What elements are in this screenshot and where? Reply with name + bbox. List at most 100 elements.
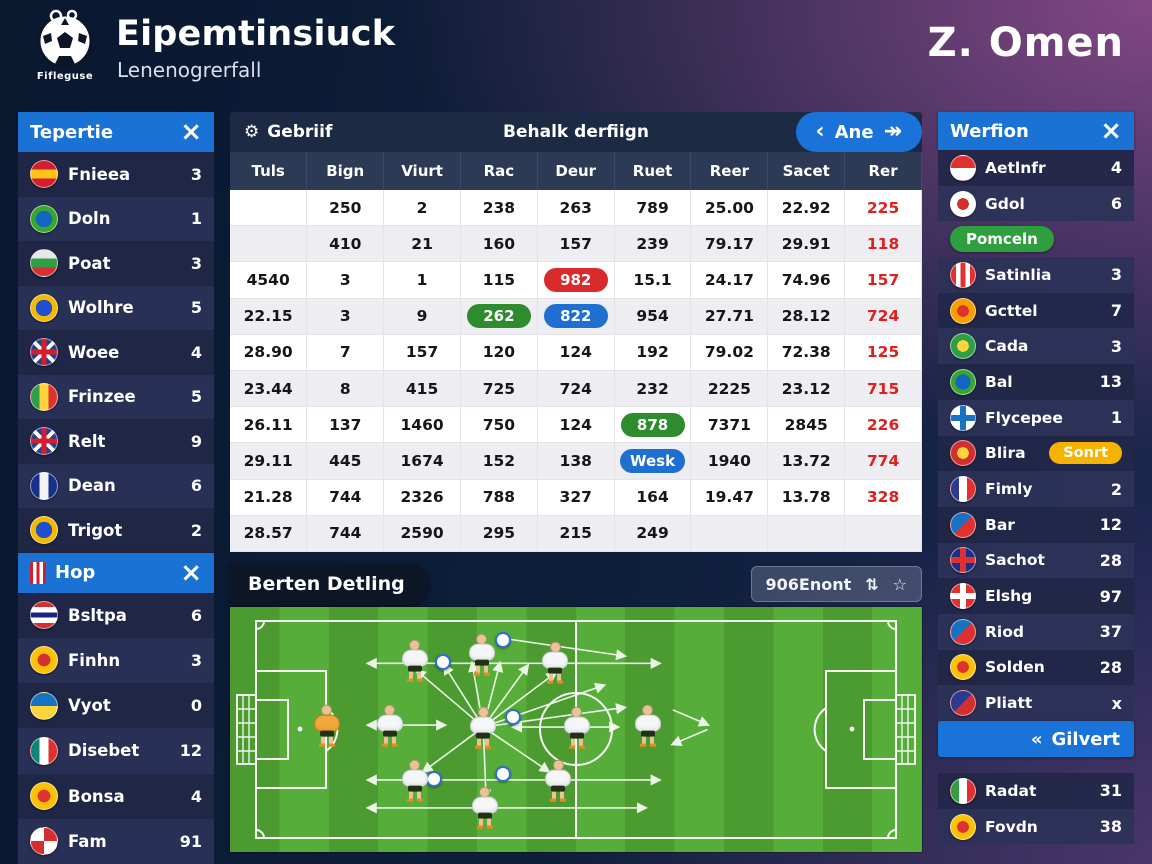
table-cell: 4540 [230, 261, 308, 299]
country-label: Aetlnfr [985, 158, 1046, 177]
left-sidebar-header-2: Hop × [18, 552, 214, 593]
swap-icon[interactable]: ⇅ [865, 574, 879, 594]
table-row[interactable]: 28.90 7 157 120 124 192 79.02 72.38 125 [230, 334, 922, 371]
list-item[interactable]: Elshg 97 [938, 578, 1134, 614]
column-header[interactable]: Deur [537, 152, 615, 190]
list-item[interactable]: Bal 13 [938, 364, 1134, 400]
list-item[interactable]: Disebet 12 [18, 728, 214, 774]
table-cell: 137 [306, 406, 385, 444]
column-header[interactable]: Bign [306, 152, 385, 190]
table-cell: 715 [844, 370, 922, 408]
table-cell: 28.57 [230, 515, 308, 552]
country-label: Bonsa [68, 786, 125, 806]
table-cell [690, 515, 769, 552]
list-item[interactable]: Doln 1 [18, 196, 214, 241]
table-cell: 120 [460, 334, 538, 371]
column-header[interactable]: Ruet [614, 152, 692, 190]
gilvert-button[interactable]: « Gilvert [938, 721, 1134, 757]
column-header[interactable]: Rer [844, 152, 922, 190]
list-item[interactable]: Pliatt x [938, 685, 1134, 721]
count-value: 3 [190, 253, 202, 273]
list-item[interactable]: Vyot 0 [18, 683, 214, 729]
list-item[interactable]: Relt 9 [18, 419, 214, 464]
list-item[interactable]: Fovdn 38 [938, 808, 1134, 845]
column-header[interactable]: Viurt [383, 152, 461, 190]
list-item[interactable]: Solden 28 [938, 649, 1134, 686]
list-item[interactable]: Riod 37 [938, 613, 1134, 650]
list-item[interactable]: Satinlia 3 [938, 257, 1134, 293]
list-item[interactable]: Aetlnfr 4 [938, 150, 1134, 186]
table-row[interactable]: 21.28 744 2326 788 327 164 19.47 13.78 328 [230, 479, 922, 516]
table-cell: 23.44 [230, 370, 308, 408]
table-cell [844, 515, 922, 552]
player-figure [400, 759, 430, 802]
country-label: Wolhre [68, 298, 134, 318]
list-item[interactable]: Wolhre 5 [18, 285, 214, 330]
table-row[interactable]: 23.44 8 415 725 724 232 2225 23.12 715 [230, 370, 922, 408]
list-item[interactable]: Radat 31 [938, 773, 1134, 809]
table-cell: 2326 [383, 479, 461, 516]
country-label: Riod [985, 622, 1024, 641]
table-row[interactable]: 250 2 238 263 789 25.00 22.92 225 [230, 190, 922, 227]
list-item[interactable]: Bonsa 4 [18, 773, 214, 819]
table-row[interactable]: 22.15 3 9 262 822 954 27.71 28.12 724 [230, 298, 922, 335]
country-label: Solden [985, 658, 1045, 677]
list-item[interactable]: Blira Sonrt [938, 435, 1134, 472]
arrow-right-icon[interactable]: ↠ [883, 119, 902, 144]
table-cell: 295 [460, 515, 538, 552]
table-row[interactable]: 4540 3 1 115 982 15.1 24.17 74.96 157 [230, 261, 922, 299]
country-label: Trigot [68, 520, 123, 540]
list-item[interactable]: Cada 3 [938, 328, 1134, 365]
table-row[interactable]: 29.11 445 1674 152 138 Wesk 1940 13.72 774 [230, 442, 922, 480]
close-icon[interactable]: × [180, 117, 202, 147]
table-cell: 774 [844, 442, 922, 480]
star-icon[interactable]: ☆ [892, 574, 907, 594]
list-item[interactable]: Trigot 2 [18, 508, 214, 553]
table-cell: 410 [306, 225, 385, 263]
list-item[interactable]: Gdol 6 [938, 185, 1134, 222]
column-header[interactable]: Reer [690, 152, 769, 190]
list-item[interactable]: Bsltpa 6 [18, 592, 214, 638]
table-row[interactable]: 26.11 137 1460 750 124 878 7371 2845 226 [230, 406, 922, 444]
list-item[interactable]: Sachot 28 [938, 542, 1134, 579]
list-item[interactable]: Woee 4 [18, 330, 214, 375]
column-header[interactable]: Rac [460, 152, 538, 190]
count-value: 12 [179, 741, 202, 761]
table-row[interactable]: 410 21 160 157 239 79.17 29.91 118 [230, 225, 922, 263]
list-item[interactable]: Frinzee 5 [18, 374, 214, 419]
list-item[interactable]: Bar 12 [938, 506, 1134, 543]
country-label: Fimly [985, 480, 1033, 499]
page-title: Eipemtinsiuck [116, 14, 396, 54]
list-item[interactable]: Flycepee 1 [938, 399, 1134, 436]
list-item[interactable]: Fnieea 3 [18, 152, 214, 197]
count-value: 12 [1099, 515, 1122, 535]
pager-button[interactable]: ‹ Ane ↠ [795, 112, 922, 152]
spacer [938, 757, 1134, 773]
table-cell: 26.11 [230, 406, 308, 444]
list-item[interactable]: Fimly 2 [938, 471, 1134, 507]
list-item[interactable]: Dean 6 [18, 463, 214, 508]
chevron-left-icon[interactable]: ‹ [815, 119, 825, 144]
close-icon[interactable]: × [1100, 116, 1122, 146]
list-item[interactable]: Fam 91 [18, 818, 214, 864]
list-item[interactable]: Pomceln [938, 221, 1134, 257]
list-item[interactable]: Gcttel 7 [938, 292, 1134, 329]
table-cell: 79.17 [690, 225, 769, 263]
country-label: Sachot [985, 551, 1045, 570]
list-item[interactable]: Finhn 3 [18, 637, 214, 683]
table-cell: 72.38 [767, 334, 846, 371]
field-panel-meta[interactable]: 906Enont ⇅ ☆ [750, 566, 922, 603]
brand-logo: Z. Omen [927, 20, 1124, 66]
player-figure [470, 786, 500, 829]
column-header[interactable]: Tuls [230, 152, 308, 190]
table-cell: 1460 [383, 406, 461, 444]
toolbar-settings[interactable]: ⚙ Gebriif [244, 122, 332, 142]
list-item[interactable]: Poat 3 [18, 241, 214, 286]
flag-icon [30, 382, 58, 411]
main-content: ⚙ Gebriif Behalk derfiign ‹ Ane ↠ Tuls Bi… [230, 112, 922, 852]
close-icon[interactable]: × [180, 557, 202, 588]
column-header[interactable]: Sacet [767, 152, 846, 190]
flag-icon [950, 476, 976, 503]
table-row[interactable]: 28.57 744 2590 295 215 249 [230, 515, 922, 552]
